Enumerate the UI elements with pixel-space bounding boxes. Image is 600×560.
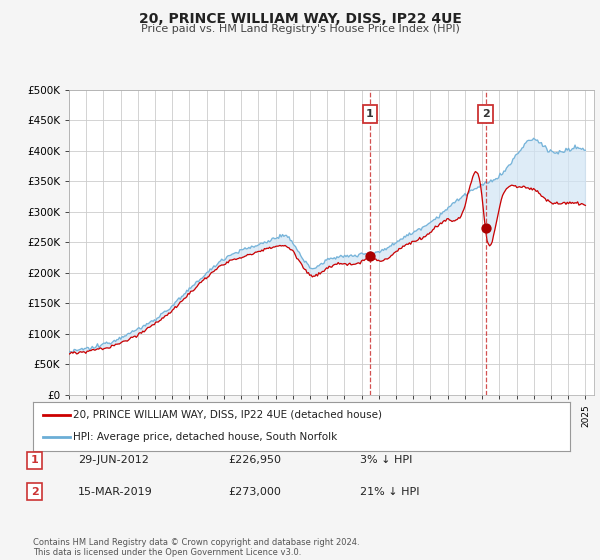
- Text: HPI: Average price, detached house, South Norfolk: HPI: Average price, detached house, Sout…: [73, 432, 338, 442]
- Text: 21% ↓ HPI: 21% ↓ HPI: [360, 487, 419, 497]
- Text: 1: 1: [366, 109, 374, 119]
- Point: [365, 252, 375, 261]
- Text: 3% ↓ HPI: 3% ↓ HPI: [360, 455, 412, 465]
- Text: 2: 2: [31, 487, 38, 497]
- Text: £273,000: £273,000: [228, 487, 281, 497]
- Text: Contains HM Land Registry data © Crown copyright and database right 2024.
This d: Contains HM Land Registry data © Crown c…: [33, 538, 359, 557]
- Text: £226,950: £226,950: [228, 455, 281, 465]
- Text: 20, PRINCE WILLIAM WAY, DISS, IP22 4UE: 20, PRINCE WILLIAM WAY, DISS, IP22 4UE: [139, 12, 461, 26]
- Text: 15-MAR-2019: 15-MAR-2019: [78, 487, 153, 497]
- Text: 1: 1: [31, 455, 38, 465]
- Text: Price paid vs. HM Land Registry's House Price Index (HPI): Price paid vs. HM Land Registry's House …: [140, 24, 460, 34]
- Text: 29-JUN-2012: 29-JUN-2012: [78, 455, 149, 465]
- Text: 2: 2: [482, 109, 490, 119]
- Text: 20, PRINCE WILLIAM WAY, DISS, IP22 4UE (detached house): 20, PRINCE WILLIAM WAY, DISS, IP22 4UE (…: [73, 410, 382, 420]
- Point: [481, 223, 490, 232]
